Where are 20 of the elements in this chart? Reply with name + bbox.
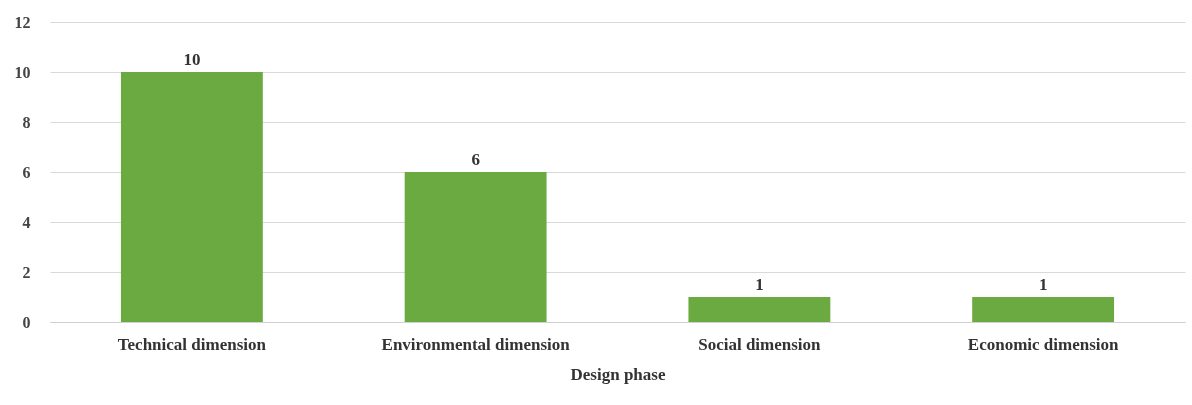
bar [404, 172, 547, 322]
y-tick-label: 0 [22, 313, 31, 331]
x-tick-label: Technical dimension [117, 334, 267, 354]
data-label: 10 [183, 50, 201, 69]
data-label: 6 [471, 150, 480, 169]
y-tick-label: 6 [22, 163, 31, 181]
data-label: 1 [1038, 275, 1048, 294]
x-tick-label: Environmental dimension [381, 334, 571, 354]
y-tick-label: 4 [22, 213, 31, 231]
x-tick-label: Economic dimension [967, 334, 1119, 354]
y-tick-label: 10 [14, 63, 31, 81]
bar [972, 297, 1115, 322]
bar [688, 297, 831, 322]
y-tick-label: 8 [22, 113, 31, 131]
data-label: 1 [755, 275, 764, 294]
bar [120, 72, 263, 322]
y-tick-label: 12 [14, 13, 31, 31]
x-tick-label: Social dimension [698, 334, 822, 354]
x-axis-title: Design phase [570, 364, 666, 384]
y-tick-label: 2 [22, 263, 31, 281]
